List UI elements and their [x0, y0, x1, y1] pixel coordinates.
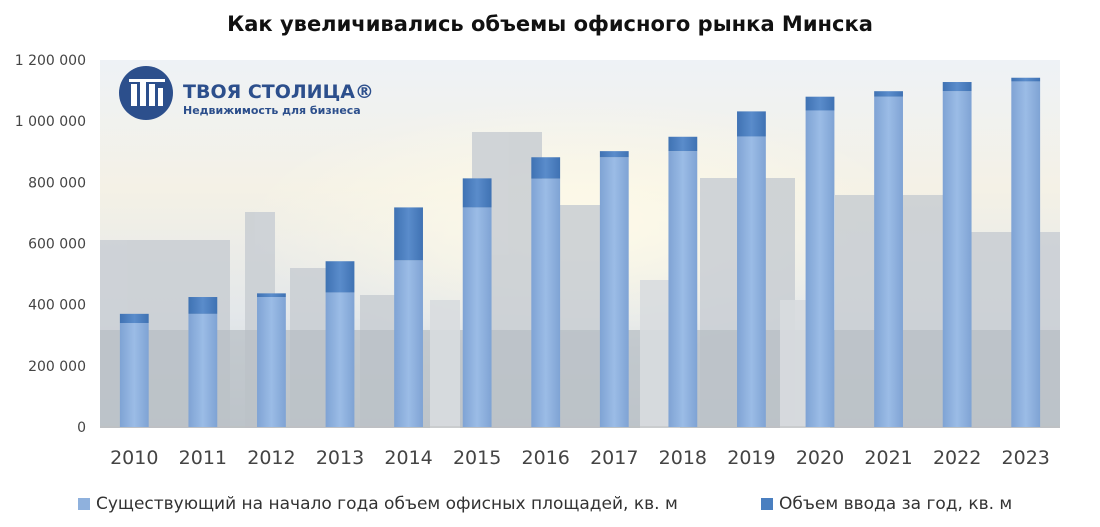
y-tick-label: 0: [77, 420, 86, 436]
x-tick-label: 2020: [796, 447, 844, 469]
legend-swatch-existing: [78, 498, 90, 510]
bar-existing: [805, 110, 835, 428]
x-tick-label: 2017: [590, 447, 638, 469]
bar-new: [119, 313, 149, 324]
x-tick-label: 2015: [453, 447, 501, 469]
y-tick-label: 600 000: [28, 237, 86, 253]
x-tick-label: 2012: [247, 447, 295, 469]
bar-new: [462, 178, 492, 208]
x-tick-label: 2014: [384, 447, 432, 469]
bar-existing: [942, 91, 972, 427]
bar-new: [257, 293, 286, 298]
chart-title: Как увеличивались объемы офисного рынка …: [227, 12, 873, 36]
bar-existing: [874, 96, 903, 427]
y-tick-label: 800 000: [28, 175, 86, 191]
y-tick-label: 400 000: [28, 298, 86, 314]
legend-label-existing: Существующий на начало года объем офисны…: [96, 494, 678, 514]
y-tick-label: 1 000 000: [15, 114, 86, 130]
bar-new: [874, 91, 903, 97]
legend-label-new: Объем ввода за год, кв. м: [779, 494, 1013, 514]
bar-new: [737, 111, 766, 137]
bar-new: [531, 157, 561, 179]
bar-existing: [668, 151, 698, 427]
x-tick-label: 2023: [1002, 447, 1050, 469]
logo: ТВОЯ СТОЛИЦА® Недвижимость для бизнеса: [119, 66, 374, 120]
bar-existing: [599, 157, 629, 427]
bar-existing: [325, 292, 355, 427]
bar-existing: [257, 297, 286, 427]
legend-item-new: Объем ввода за год, кв. м: [761, 494, 1012, 514]
bar-new: [805, 96, 835, 111]
logo-name: ТВОЯ СТОЛИЦА®: [183, 81, 374, 103]
bar-existing: [188, 313, 218, 427]
x-tick-label: 2018: [659, 447, 707, 469]
bar-existing: [119, 323, 149, 427]
bar-new: [394, 207, 423, 261]
x-axis: 2010 2011 2012 2013 2014 2015 2016 2017 2018 2019…: [110, 447, 1050, 469]
y-tick-label: 200 000: [28, 359, 86, 375]
y-axis: 0 200 000 400 000 600 000 800 000 1 000 000 1 …: [15, 53, 1060, 436]
bar-existing: [531, 178, 561, 427]
bar-new: [942, 82, 972, 92]
bar-new: [668, 136, 698, 152]
bar-existing: [394, 260, 423, 427]
bar-new: [325, 261, 355, 293]
legend-swatch-new: [761, 498, 773, 510]
bar-new: [188, 297, 218, 314]
bar-existing: [1011, 81, 1041, 428]
bars: [119, 77, 1041, 428]
bar-new: [599, 151, 629, 158]
logo-tagline: Недвижимость для бизнеса: [183, 104, 361, 117]
x-tick-label: 2013: [316, 447, 364, 469]
x-tick-label: 2021: [864, 447, 912, 469]
x-tick-label: 2019: [727, 447, 775, 469]
legend-item-existing: Существующий на начало года объем офисны…: [78, 494, 678, 514]
y-tick-label: 1 200 000: [15, 53, 86, 69]
bar-new: [1011, 77, 1041, 82]
bar-existing: [737, 136, 766, 428]
x-tick-label: 2011: [179, 447, 227, 469]
bar-existing: [462, 207, 492, 427]
x-tick-label: 2022: [933, 447, 981, 469]
x-tick-label: 2016: [522, 447, 570, 469]
x-tick-label: 2010: [110, 447, 158, 469]
